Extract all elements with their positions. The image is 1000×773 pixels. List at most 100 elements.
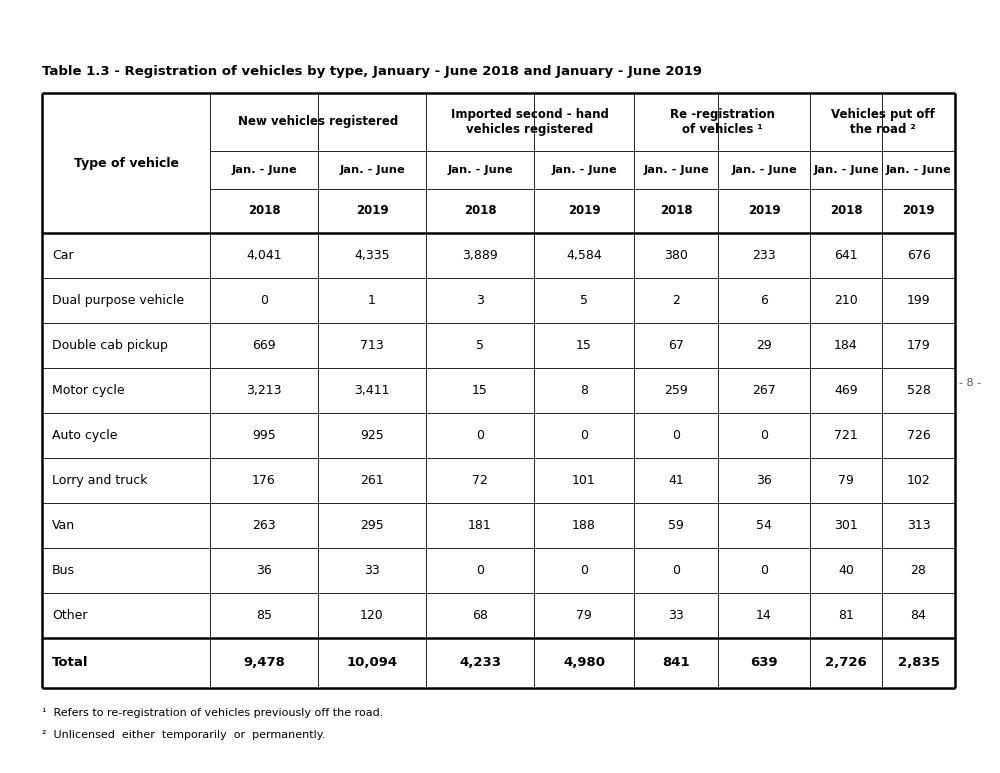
Text: 6: 6 [760, 294, 768, 307]
Text: 33: 33 [364, 564, 380, 577]
Text: 2,726: 2,726 [825, 656, 867, 669]
Text: Jan. - June: Jan. - June [813, 165, 879, 175]
Text: 28: 28 [911, 564, 926, 577]
Text: 84: 84 [911, 609, 926, 622]
Text: Jan. - June: Jan. - June [731, 165, 797, 175]
Text: 36: 36 [256, 564, 272, 577]
Text: 2: 2 [672, 294, 680, 307]
Text: 176: 176 [252, 474, 276, 487]
Text: Jan. - June: Jan. - June [231, 165, 297, 175]
Text: 995: 995 [252, 429, 276, 442]
Text: 102: 102 [907, 474, 930, 487]
Text: 2019: 2019 [902, 205, 935, 217]
Text: ²  Unlicensed  either  temporarily  or  permanently.: ² Unlicensed either temporarily or perma… [42, 730, 325, 740]
Text: 29: 29 [756, 339, 772, 352]
Text: 1: 1 [368, 294, 376, 307]
Text: 210: 210 [834, 294, 858, 307]
Text: 68: 68 [472, 609, 488, 622]
Text: 0: 0 [760, 429, 768, 442]
Text: 199: 199 [907, 294, 930, 307]
Text: Jan. - June: Jan. - June [551, 165, 617, 175]
Text: Total: Total [52, 656, 88, 669]
Text: 3,213: 3,213 [246, 384, 282, 397]
Text: 0: 0 [580, 564, 588, 577]
Text: 0: 0 [260, 294, 268, 307]
Text: 15: 15 [472, 384, 488, 397]
Text: 2018: 2018 [830, 205, 862, 217]
Text: 5: 5 [476, 339, 484, 352]
Text: Imported second - hand
vehicles registered: Imported second - hand vehicles register… [451, 108, 609, 136]
Text: 4,233: 4,233 [459, 656, 501, 669]
Text: Lorry and truck: Lorry and truck [52, 474, 148, 487]
Text: 120: 120 [360, 609, 384, 622]
Text: 2,835: 2,835 [898, 656, 939, 669]
Text: Bus: Bus [52, 564, 75, 577]
Text: 639: 639 [750, 656, 778, 669]
Text: 188: 188 [572, 519, 596, 532]
Text: 184: 184 [834, 339, 858, 352]
Text: 4,584: 4,584 [566, 249, 602, 262]
Text: Car: Car [52, 249, 74, 262]
Text: ¹  Refers to re-registration of vehicles previously off the road.: ¹ Refers to re-registration of vehicles … [42, 708, 383, 718]
Text: 726: 726 [907, 429, 930, 442]
Text: 261: 261 [360, 474, 384, 487]
Text: 2019: 2019 [748, 205, 780, 217]
Text: 295: 295 [360, 519, 384, 532]
Text: 313: 313 [907, 519, 930, 532]
Text: 2019: 2019 [568, 205, 600, 217]
Text: 79: 79 [576, 609, 592, 622]
Text: 40: 40 [838, 564, 854, 577]
Text: Jan. - June: Jan. - June [339, 165, 405, 175]
Text: Table 1.3 - Registration of vehicles by type, January - June 2018 and January - : Table 1.3 - Registration of vehicles by … [42, 64, 702, 77]
Text: Dual purpose vehicle: Dual purpose vehicle [52, 294, 184, 307]
Text: 0: 0 [760, 564, 768, 577]
Text: 4,041: 4,041 [246, 249, 282, 262]
Text: 2018: 2018 [248, 205, 280, 217]
Text: 79: 79 [838, 474, 854, 487]
Text: 3,411: 3,411 [354, 384, 390, 397]
Text: 181: 181 [468, 519, 492, 532]
Text: - 8 -: - 8 - [959, 378, 981, 388]
Text: 14: 14 [756, 609, 772, 622]
Text: 101: 101 [572, 474, 596, 487]
Text: 925: 925 [360, 429, 384, 442]
Text: 2019: 2019 [356, 205, 388, 217]
Text: 641: 641 [834, 249, 858, 262]
Text: 528: 528 [907, 384, 930, 397]
Text: 67: 67 [668, 339, 684, 352]
Text: 0: 0 [672, 564, 680, 577]
Text: 15: 15 [576, 339, 592, 352]
Text: 81: 81 [838, 609, 854, 622]
Text: Vehicles put off
the road ²: Vehicles put off the road ² [831, 108, 934, 136]
Text: 72: 72 [472, 474, 488, 487]
Text: 469: 469 [834, 384, 858, 397]
Text: 233: 233 [752, 249, 776, 262]
Text: Jan. - June: Jan. - June [643, 165, 709, 175]
Text: 669: 669 [252, 339, 276, 352]
Text: 85: 85 [256, 609, 272, 622]
Text: 263: 263 [252, 519, 276, 532]
Text: 41: 41 [668, 474, 684, 487]
Text: 259: 259 [664, 384, 688, 397]
Text: 54: 54 [756, 519, 772, 532]
Text: 713: 713 [360, 339, 384, 352]
Text: Van: Van [52, 519, 75, 532]
Text: 9,478: 9,478 [243, 656, 285, 669]
Text: 380: 380 [664, 249, 688, 262]
Text: Other: Other [52, 609, 88, 622]
Text: 267: 267 [752, 384, 776, 397]
Text: 179: 179 [907, 339, 930, 352]
Text: 8: 8 [580, 384, 588, 397]
Text: 59: 59 [668, 519, 684, 532]
Text: Double cab pickup: Double cab pickup [52, 339, 168, 352]
Text: 0: 0 [476, 429, 484, 442]
Text: Re -registration
of vehicles ¹: Re -registration of vehicles ¹ [670, 108, 774, 136]
Text: 4,335: 4,335 [354, 249, 390, 262]
Text: New vehicles registered: New vehicles registered [238, 115, 398, 128]
Text: 2018: 2018 [660, 205, 692, 217]
Text: 841: 841 [662, 656, 690, 669]
Text: Motor cycle: Motor cycle [52, 384, 125, 397]
Text: 10,094: 10,094 [346, 656, 398, 669]
Text: Auto cycle: Auto cycle [52, 429, 118, 442]
Text: 3: 3 [476, 294, 484, 307]
